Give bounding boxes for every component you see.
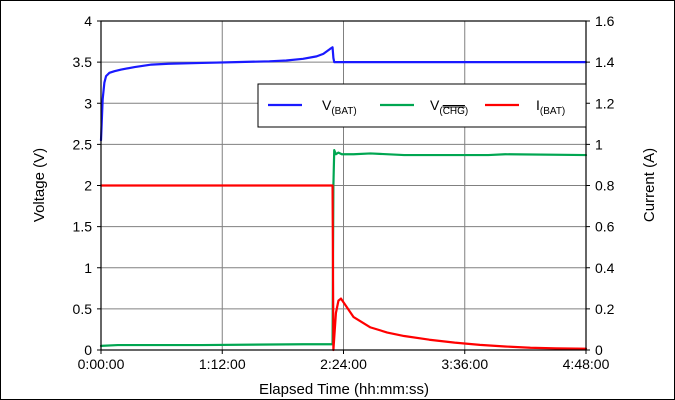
legend-label: I(BAT) [536, 97, 565, 117]
series-line-vchg [99, 149, 588, 347]
x-tick-label: 3:36:00 [441, 356, 488, 372]
legend: V(BAT) V(CHG) I(BAT) [257, 83, 587, 128]
legend-label: V(CHG) [430, 97, 468, 117]
right-tick-label: 1.4 [595, 54, 615, 70]
right-tick-label: 0.8 [595, 178, 615, 194]
right-tick-label: 0.2 [595, 301, 615, 317]
legend-label: V(BAT) [322, 97, 357, 117]
x-axis: 0:00:00 1:12:00 2:24:00 3:36:00 4:48:00 [78, 350, 610, 372]
right-y-axis: 0 0.2 0.4 0.6 0.8 1 1.2 1.4 1.6 [586, 13, 615, 358]
left-tick-label: 2.5 [73, 136, 93, 152]
right-tick-label: 1.2 [595, 95, 615, 111]
legend-items: V(BAT) V(CHG) I(BAT) [268, 97, 565, 117]
right-tick-label: 0.6 [595, 219, 615, 235]
left-tick-label: 1 [84, 260, 92, 276]
left-tick-label: 3.5 [73, 54, 93, 70]
x-tick-label: 2:24:00 [320, 356, 367, 372]
left-tick-label: 3 [84, 95, 92, 111]
right-tick-label: 1 [595, 136, 603, 152]
left-tick-label: 2 [84, 178, 92, 194]
left-tick-label: 0.5 [73, 301, 93, 317]
right-tick-label: 0.4 [595, 260, 615, 276]
x-axis-title: Elapsed Time (hh:mm:ss) [259, 381, 429, 398]
x-tick-label: 4:48:00 [563, 356, 610, 372]
right-tick-label: 1.6 [595, 13, 615, 29]
y-axis-right-title: Current (A) [641, 148, 658, 222]
x-tick-label: 0:00:00 [78, 356, 125, 372]
left-y-axis: 0 0.5 1 1.5 2 2.5 3 3.5 4 [73, 13, 101, 358]
series-line-vbat [99, 46, 588, 142]
left-tick-label: 4 [84, 13, 92, 29]
x-tick-label: 1:12:00 [199, 356, 246, 372]
left-tick-label: 0 [84, 342, 92, 358]
right-tick-label: 0 [595, 342, 603, 358]
legend-box [257, 83, 587, 128]
y-axis-left-title: Voltage (V) [31, 148, 48, 222]
left-tick-label: 1.5 [73, 219, 93, 235]
